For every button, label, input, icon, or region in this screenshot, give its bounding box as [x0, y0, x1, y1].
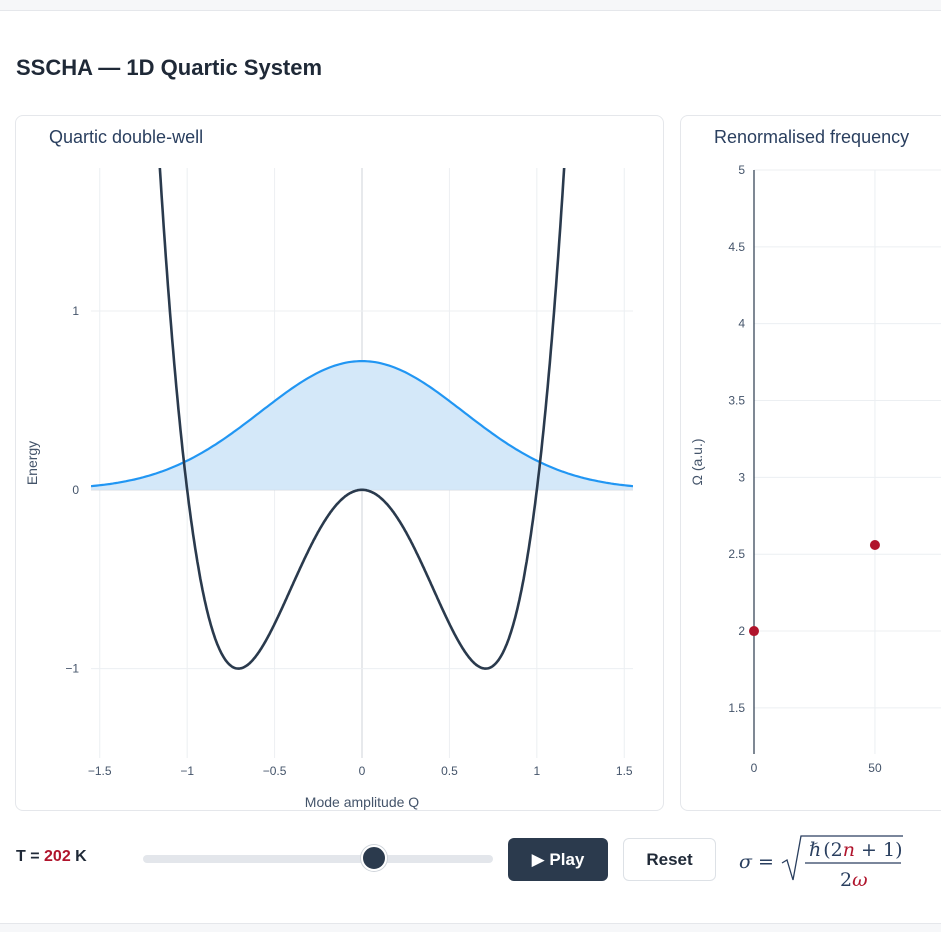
- frequency-chart: 1.522.533.544.55050100Renormalised frequ…: [689, 127, 941, 775]
- y-axis-title: Ω (a.u.): [689, 438, 705, 485]
- temperature-prefix: T =: [16, 848, 45, 865]
- frequency-chart-card: 1.522.533.544.55050100Renormalised frequ…: [680, 115, 941, 811]
- distribution-curve: [91, 360, 633, 488]
- chart-title: Quartic double-well: [49, 127, 203, 147]
- formula-sqrt-sign: [781, 835, 903, 881]
- y-tick-label: 1.5: [728, 701, 745, 715]
- y-tick-label: 3: [738, 470, 745, 484]
- formula-lhs: σ =: [739, 851, 774, 873]
- y-tick-label: 1: [72, 304, 79, 318]
- reset-button[interactable]: Reset: [623, 838, 716, 881]
- temperature-value: 202: [44, 848, 71, 865]
- x-tick-label: 0.5: [441, 764, 458, 778]
- potential-curve: [158, 168, 566, 670]
- temperature-slider-track[interactable]: [143, 855, 493, 863]
- x-tick-label: −1.5: [88, 764, 112, 778]
- double-well-chart-card: −1.5 −1 −0.5 0 0.5 1 1.5 −1 0 1 Quartic double-wel…: [15, 115, 664, 811]
- frequency-point: [869, 539, 880, 550]
- formula-denominator: 2ω: [840, 869, 868, 890]
- frequency-point: [749, 626, 759, 637]
- double-well-chart: −1.5 −1 −0.5 0 0.5 1 1.5 −1 0 1 Quartic double-wel…: [24, 127, 633, 810]
- y-tick-label: 0: [72, 483, 79, 497]
- x-tick-label: −1: [180, 764, 194, 778]
- y-tick-label: 2: [738, 624, 745, 638]
- y-tick-label: −1: [65, 662, 79, 676]
- chart-title: Renormalised frequency: [714, 127, 909, 147]
- play-button[interactable]: ▶ Play: [508, 838, 608, 881]
- sigma-formula: σ = ℏ (2n + 1) 2ω: [739, 835, 903, 890]
- x-tick-label: 0: [751, 761, 758, 775]
- x-tick-label: 0: [359, 764, 366, 778]
- temperature-readout: T = 202 K: [16, 848, 87, 866]
- x-tick-label: 50: [868, 761, 882, 775]
- y-tick-label: 4.5: [728, 240, 745, 254]
- y-tick-label: 2.5: [728, 547, 745, 561]
- temperature-unit: K: [70, 848, 87, 865]
- distribution-area: [91, 361, 633, 490]
- y-tick-label: 5: [738, 163, 745, 177]
- x-tick-label: 1: [533, 764, 540, 778]
- y-tick-label: 4: [738, 317, 745, 331]
- x-tick-label: 1.5: [616, 764, 633, 778]
- main-panel: SSCHA — 1D Quartic System −1.5 −1 −0.5 0 0.5…: [0, 10, 941, 924]
- y-axis-title: Energy: [24, 441, 40, 485]
- x-tick-label: −0.5: [263, 764, 287, 778]
- formula-numerator: ℏ (2n + 1): [809, 839, 903, 861]
- temperature-slider-thumb[interactable]: [361, 845, 387, 871]
- controls-bar: T = 202 K ▶ Play Reset σ = ℏ (2n + 1) 2ω: [0, 830, 941, 890]
- y-tick-label: 3.5: [728, 394, 745, 408]
- page-title: SSCHA — 1D Quartic System: [16, 55, 323, 80]
- x-axis-title: Mode amplitude Q: [305, 794, 420, 810]
